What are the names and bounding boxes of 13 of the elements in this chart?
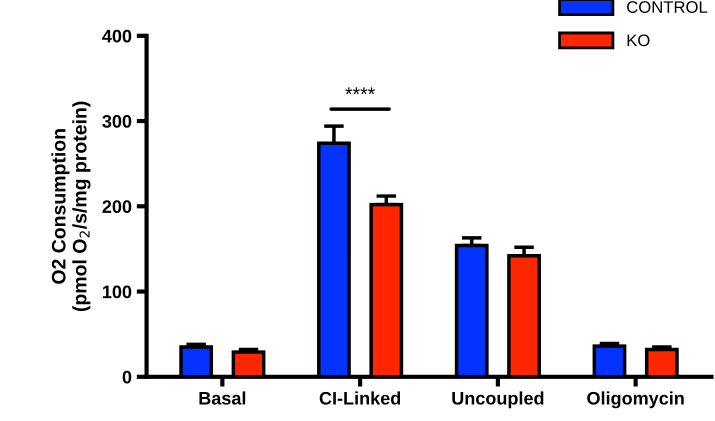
annotation: **** [345, 87, 375, 94]
y-tick-label: 200 [102, 200, 132, 214]
x-tick-label: Basal [199, 391, 246, 405]
y-tick-label: 400 [102, 30, 132, 43]
legend-label: KO [628, 34, 650, 46]
legend-label: CONTROL [627, 1, 708, 13]
y-axis-title: O2 Consumption (pmol O$_{2}$/s/mg protein) [51, 102, 90, 312]
x-tick-label: CI-Linked [320, 391, 400, 405]
x-tick-label: Oligomycin [587, 391, 684, 408]
x-tick-label: Uncoupled [452, 391, 544, 408]
y-tick-label: 300 [102, 114, 132, 128]
y-tick-label: 0 [122, 370, 132, 384]
y-tick-label: 100 [103, 285, 132, 298]
